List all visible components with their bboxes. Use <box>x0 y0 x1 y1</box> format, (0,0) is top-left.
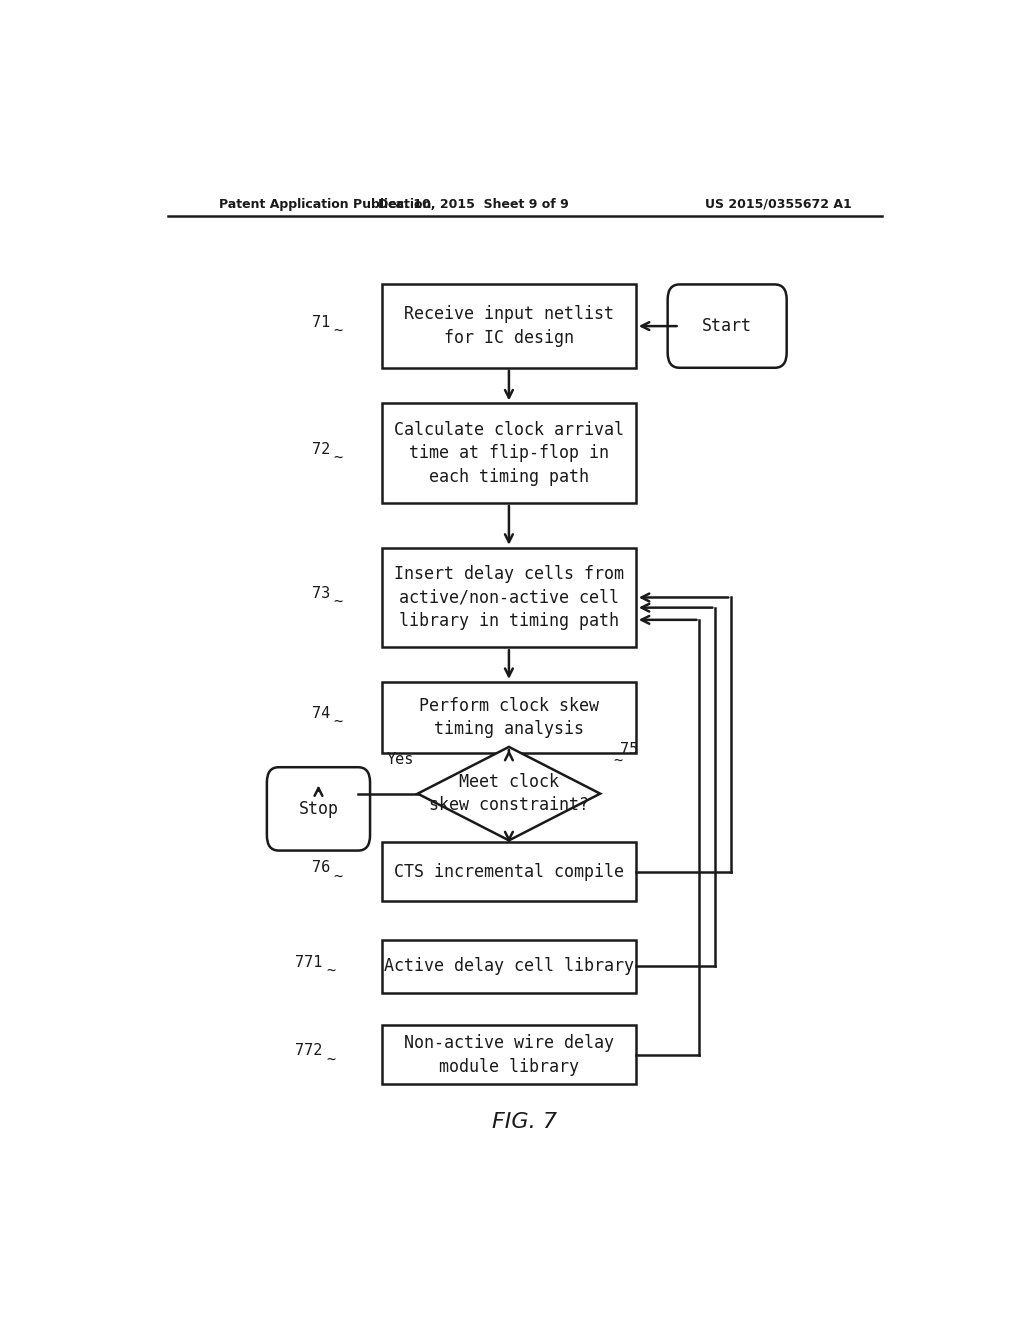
Text: Meet clock
skew constraint?: Meet clock skew constraint? <box>429 772 589 814</box>
Text: Non-active wire delay
module library: Non-active wire delay module library <box>403 1034 614 1076</box>
FancyBboxPatch shape <box>267 767 370 850</box>
Text: Insert delay cells from
active/non-active cell
library in timing path: Insert delay cells from active/non-activ… <box>394 565 624 630</box>
FancyBboxPatch shape <box>382 940 636 993</box>
FancyBboxPatch shape <box>668 284 786 368</box>
Text: Perform clock skew
timing analysis: Perform clock skew timing analysis <box>419 697 599 738</box>
Text: ~: ~ <box>613 752 623 768</box>
Text: 72: 72 <box>312 442 331 457</box>
Text: No: No <box>518 846 537 861</box>
Text: Receive input netlist
for IC design: Receive input netlist for IC design <box>403 305 614 347</box>
Text: Patent Application Publication: Patent Application Publication <box>219 198 432 211</box>
FancyBboxPatch shape <box>382 548 636 647</box>
Text: 75: 75 <box>620 742 638 758</box>
Text: ~: ~ <box>334 714 343 729</box>
Text: 73: 73 <box>312 586 331 601</box>
Text: ~: ~ <box>334 322 343 338</box>
Text: 71: 71 <box>312 314 331 330</box>
Text: Yes: Yes <box>386 752 414 767</box>
FancyBboxPatch shape <box>382 404 636 503</box>
FancyBboxPatch shape <box>382 682 636 752</box>
Text: ~: ~ <box>334 450 343 465</box>
FancyBboxPatch shape <box>382 842 636 902</box>
Text: ~: ~ <box>327 964 336 978</box>
Polygon shape <box>418 747 600 841</box>
FancyBboxPatch shape <box>382 1026 636 1084</box>
Text: CTS incremental compile: CTS incremental compile <box>394 863 624 880</box>
Text: FIG. 7: FIG. 7 <box>493 1111 557 1133</box>
Text: 772: 772 <box>295 1043 323 1059</box>
Text: US 2015/0355672 A1: US 2015/0355672 A1 <box>706 198 852 211</box>
FancyBboxPatch shape <box>382 284 636 368</box>
Text: Start: Start <box>702 317 753 335</box>
Text: ~: ~ <box>334 594 343 609</box>
Text: Active delay cell library: Active delay cell library <box>384 957 634 975</box>
Text: ~: ~ <box>334 869 343 883</box>
Text: 76: 76 <box>312 861 331 875</box>
Text: Stop: Stop <box>298 800 339 818</box>
Text: Calculate clock arrival
time at flip-flop in
each timing path: Calculate clock arrival time at flip-flo… <box>394 421 624 486</box>
Text: 771: 771 <box>295 954 323 970</box>
Text: 74: 74 <box>312 706 331 721</box>
Text: Dec. 10, 2015  Sheet 9 of 9: Dec. 10, 2015 Sheet 9 of 9 <box>378 198 568 211</box>
Text: ~: ~ <box>327 1052 336 1067</box>
